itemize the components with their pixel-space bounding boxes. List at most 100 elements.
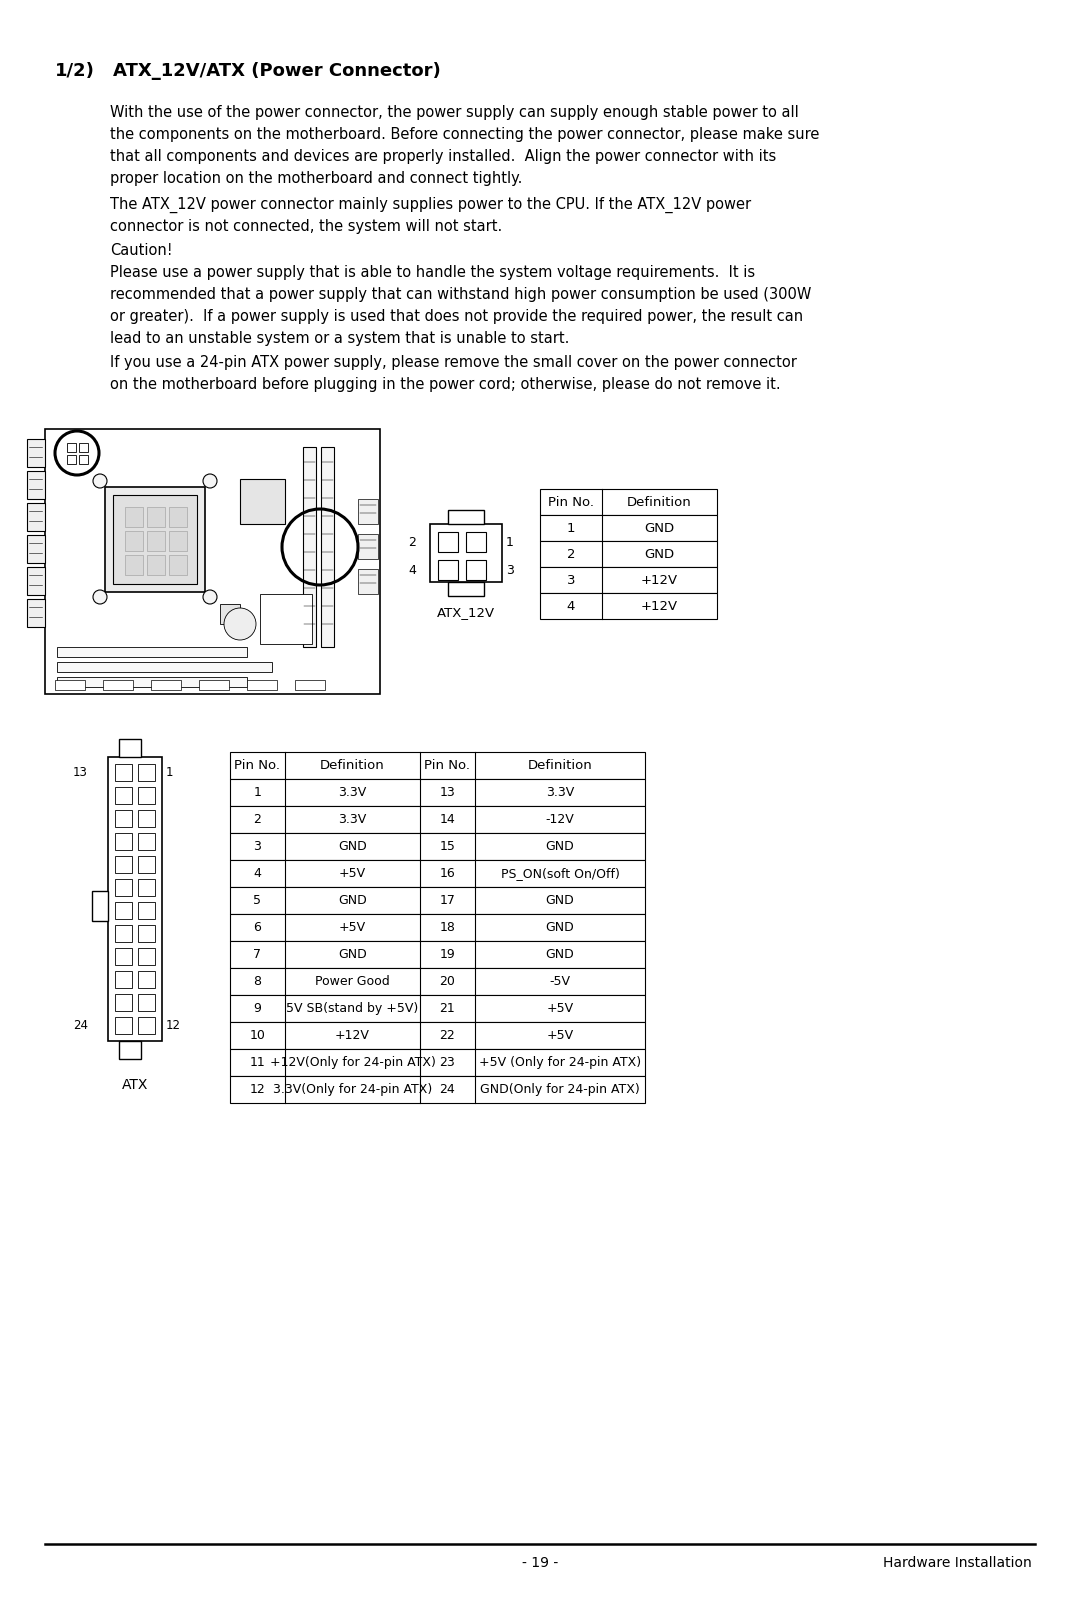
Text: PS_ON(soft On/Off): PS_ON(soft On/Off) bbox=[500, 868, 620, 881]
Bar bbox=[67, 443, 76, 452]
Bar bbox=[168, 555, 187, 574]
Text: +5V: +5V bbox=[339, 868, 366, 881]
Text: 24: 24 bbox=[440, 1083, 456, 1096]
Bar bbox=[230, 805, 645, 832]
Bar bbox=[79, 456, 87, 464]
Bar bbox=[540, 515, 717, 541]
Text: 12: 12 bbox=[166, 1019, 181, 1031]
Text: connector is not connected, the system will not start.: connector is not connected, the system w… bbox=[110, 220, 502, 234]
Text: 12: 12 bbox=[249, 1083, 266, 1096]
Bar bbox=[57, 677, 247, 687]
Bar bbox=[138, 1017, 156, 1035]
Bar bbox=[151, 680, 181, 690]
Text: 3.3V: 3.3V bbox=[545, 786, 575, 799]
Text: Please use a power supply that is able to handle the system voltage requirements: Please use a power supply that is able t… bbox=[110, 265, 755, 281]
Bar bbox=[138, 948, 156, 966]
Bar bbox=[147, 555, 165, 574]
Bar bbox=[540, 566, 717, 593]
Text: 18: 18 bbox=[440, 921, 456, 934]
Text: that all components and devices are properly installed.  Align the power connect: that all components and devices are prop… bbox=[110, 149, 777, 164]
Text: +12V: +12V bbox=[335, 1030, 370, 1043]
Bar bbox=[230, 994, 645, 1022]
Text: ATX_12V/ATX (Power Connector): ATX_12V/ATX (Power Connector) bbox=[113, 63, 441, 80]
Text: 21: 21 bbox=[440, 1002, 456, 1015]
Bar bbox=[79, 443, 87, 452]
Bar bbox=[114, 810, 132, 828]
Bar bbox=[168, 531, 187, 552]
Text: GND: GND bbox=[645, 547, 675, 560]
Text: 9: 9 bbox=[254, 1002, 261, 1015]
Bar bbox=[125, 555, 143, 574]
Bar bbox=[27, 598, 45, 627]
Bar bbox=[138, 994, 156, 1011]
Text: 3: 3 bbox=[567, 574, 576, 587]
Text: 13: 13 bbox=[73, 767, 87, 780]
Text: Pin No.: Pin No. bbox=[548, 496, 594, 508]
Bar bbox=[114, 901, 132, 919]
Bar bbox=[27, 439, 45, 467]
Bar bbox=[113, 494, 197, 584]
Text: 19: 19 bbox=[440, 948, 456, 961]
Text: 14: 14 bbox=[440, 813, 456, 826]
Text: 16: 16 bbox=[440, 868, 456, 881]
Bar bbox=[260, 593, 312, 643]
Bar bbox=[105, 486, 205, 592]
Text: 8: 8 bbox=[254, 975, 261, 988]
Text: +5V: +5V bbox=[546, 1002, 573, 1015]
Text: proper location on the motherboard and connect tightly.: proper location on the motherboard and c… bbox=[110, 172, 523, 186]
Text: 6: 6 bbox=[254, 921, 261, 934]
Text: +12V(Only for 24-pin ATX): +12V(Only for 24-pin ATX) bbox=[270, 1055, 435, 1068]
Bar bbox=[540, 593, 717, 619]
Bar bbox=[114, 1017, 132, 1035]
Text: The ATX_12V power connector mainly supplies power to the CPU. If the ATX_12V pow: The ATX_12V power connector mainly suppl… bbox=[110, 197, 751, 213]
Text: ATX_12V: ATX_12V bbox=[437, 606, 495, 619]
Bar bbox=[220, 605, 240, 624]
Bar bbox=[138, 810, 156, 828]
Bar bbox=[147, 531, 165, 552]
Text: 1: 1 bbox=[507, 536, 514, 549]
Bar bbox=[230, 1076, 645, 1104]
Text: 3.3V: 3.3V bbox=[338, 786, 366, 799]
Bar bbox=[230, 752, 645, 780]
Bar bbox=[114, 832, 132, 850]
Bar bbox=[138, 970, 156, 988]
Text: 3: 3 bbox=[254, 840, 261, 853]
Text: GND: GND bbox=[545, 893, 575, 906]
Text: GND: GND bbox=[545, 921, 575, 934]
Bar bbox=[125, 507, 143, 528]
Text: 3.3V: 3.3V bbox=[338, 813, 366, 826]
Bar bbox=[230, 832, 645, 860]
Text: With the use of the power connector, the power supply can supply enough stable p: With the use of the power connector, the… bbox=[110, 104, 799, 120]
Text: Pin No.: Pin No. bbox=[234, 759, 281, 772]
Text: If you use a 24-pin ATX power supply, please remove the small cover on the power: If you use a 24-pin ATX power supply, pl… bbox=[110, 354, 797, 371]
Bar bbox=[303, 448, 316, 646]
Bar bbox=[27, 566, 45, 595]
Text: +5V: +5V bbox=[546, 1030, 573, 1043]
Bar bbox=[230, 1022, 645, 1049]
Bar bbox=[138, 926, 156, 942]
Bar bbox=[114, 764, 132, 781]
Bar bbox=[230, 887, 645, 914]
Text: recommended that a power supply that can withstand high power consumption be use: recommended that a power supply that can… bbox=[110, 287, 811, 302]
Text: 15: 15 bbox=[440, 840, 456, 853]
Bar bbox=[57, 662, 272, 672]
Text: on the motherboard before plugging in the power cord; otherwise, please do not r: on the motherboard before plugging in th… bbox=[110, 377, 781, 391]
Bar bbox=[230, 914, 645, 942]
Text: 23: 23 bbox=[440, 1055, 456, 1068]
Bar bbox=[114, 926, 132, 942]
Bar bbox=[92, 890, 108, 921]
Circle shape bbox=[93, 475, 107, 488]
Text: 5: 5 bbox=[254, 893, 261, 906]
Bar bbox=[465, 560, 486, 581]
Text: 1: 1 bbox=[166, 767, 174, 780]
Text: Power Good: Power Good bbox=[315, 975, 390, 988]
Text: GND: GND bbox=[545, 840, 575, 853]
Text: 7: 7 bbox=[254, 948, 261, 961]
Text: GND: GND bbox=[645, 521, 675, 534]
Text: 4: 4 bbox=[254, 868, 261, 881]
Bar bbox=[295, 680, 325, 690]
Bar bbox=[103, 680, 133, 690]
Text: 1: 1 bbox=[567, 521, 576, 534]
Bar bbox=[168, 507, 187, 528]
Text: 13: 13 bbox=[440, 786, 456, 799]
